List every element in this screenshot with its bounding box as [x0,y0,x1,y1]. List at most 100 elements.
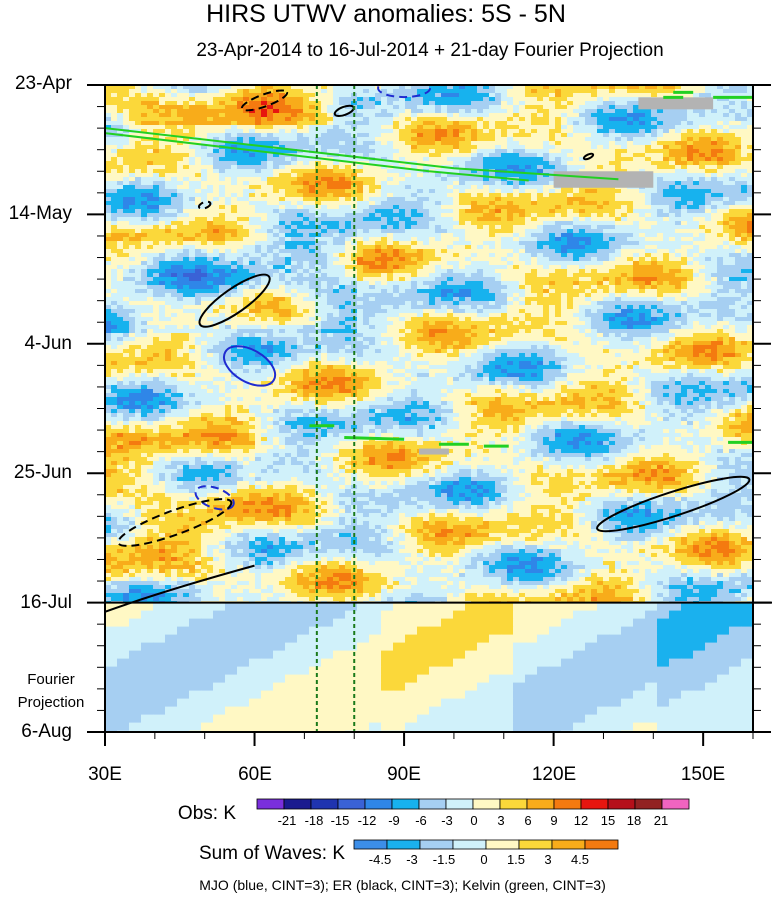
obs-cell [111,189,118,194]
obs-cell [675,125,682,130]
obs-cell [141,85,148,90]
obs-cell [465,209,472,214]
obs-cell [693,249,700,254]
obs-cell [219,221,226,226]
obs-cell [291,225,298,230]
obs-cell [531,125,538,130]
obs-cell [399,197,406,202]
obs-cell [117,233,124,238]
obs-cell [123,221,130,226]
obs-cell [183,181,190,186]
obs-cell [519,173,526,178]
obs-cell [129,133,136,138]
obs-cell [621,197,628,202]
obs-cell [279,189,286,194]
obs-cell [597,193,604,198]
obs-cell [183,97,190,102]
obs-cell [465,129,472,134]
obs-cell [585,129,592,134]
obs-cell [717,201,724,206]
obs-cell [609,109,616,114]
obs-cell [495,225,502,230]
obs-cell [675,193,682,198]
obs-cell [369,189,376,194]
obs-cell [117,161,124,166]
obs-cell [213,197,220,202]
obs-cell [705,109,712,114]
obs-cell [327,201,334,206]
obs-cell [597,153,604,158]
obs-cell [303,237,310,242]
obs-cell [747,97,753,102]
obs-cell [303,157,310,162]
obs-cell [261,213,268,218]
obs-cell [585,141,592,146]
obs-cell [429,229,436,234]
obs-cell [345,113,352,118]
obs-cell [153,113,160,118]
obs-cell [429,125,436,130]
obs-cell [429,253,436,258]
obs-cell [729,193,736,198]
obs-cell [261,177,268,182]
obs-cell [285,257,292,262]
obs-cell [171,141,178,146]
obs-cell [645,197,652,202]
obs-cell [687,113,694,118]
obs-cell [261,241,268,246]
obs-cell [123,121,130,126]
obs-cell [591,261,598,266]
obs-cell [219,117,226,122]
obs-cell [405,189,412,194]
obs-cell [699,153,706,158]
obs-cell [735,245,742,250]
obs-cell [471,121,478,126]
obs-cell [645,93,652,98]
obs-cell [507,233,514,238]
obs-cell [531,133,538,138]
obs-cell [381,205,388,210]
obs-cell [543,157,550,162]
obs-cell [447,257,454,262]
obs-cell [183,261,190,266]
obs-cell [477,189,484,194]
obs-cell [561,221,568,226]
obs-cell [705,85,712,90]
obs-cell [159,193,166,198]
obs-cell [621,145,628,150]
obs-cell [699,125,706,130]
obs-cell [555,197,562,202]
obs-cell [273,93,280,98]
obs-cell [405,121,412,126]
obs-cell [357,133,364,138]
obs-cell [399,157,406,162]
obs-cell [681,85,688,90]
obs-cell [111,241,118,246]
obs-cell [345,177,352,182]
obs-cell [249,249,256,254]
obs-cell [165,245,172,250]
obs-cell [531,237,538,242]
obs-cell [297,265,304,270]
obs-cell [459,93,466,98]
obs-cell [375,193,382,198]
obs-cell [369,97,376,102]
obs-cell [711,209,718,214]
obs-cell [129,173,136,178]
obs-cell [489,237,496,242]
obs-cell [693,177,700,182]
obs-cell [423,225,430,230]
obs-cell [243,241,250,246]
obs-cell [381,173,388,178]
obs-cell [735,193,742,198]
obs-cell [585,249,592,254]
obs-cell [165,221,172,226]
obs-cell [363,201,370,206]
obs-cell [159,209,166,214]
obs-cell [237,169,244,174]
obs-cell [195,225,202,230]
obs-cell [141,257,148,262]
obs-cell [669,185,676,190]
obs-cell [477,201,484,206]
obs-cell [729,141,736,146]
